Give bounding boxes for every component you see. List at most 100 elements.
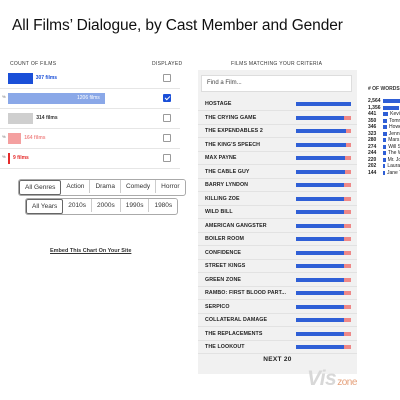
genre-option[interactable]: All Genres bbox=[19, 180, 62, 195]
male-portion bbox=[296, 277, 345, 282]
film-row[interactable]: SERPICO bbox=[198, 300, 357, 314]
next-20-button[interactable]: NEXT 20 bbox=[263, 356, 292, 363]
displayed-checkbox[interactable] bbox=[163, 114, 171, 122]
year-option[interactable]: 2010s bbox=[63, 199, 93, 212]
film-count-label: 164 films bbox=[24, 135, 46, 141]
film-count-bar[interactable] bbox=[8, 93, 105, 104]
cast-member-name: Mr. Jon bbox=[387, 156, 400, 163]
displayed-checkbox[interactable] bbox=[163, 154, 171, 162]
word-count: 2,564 bbox=[368, 98, 381, 104]
gender-split-bar bbox=[296, 345, 351, 349]
female-portion bbox=[344, 331, 351, 336]
words-row[interactable]: 2,564 bbox=[366, 98, 400, 105]
female-portion bbox=[344, 277, 351, 282]
words-row[interactable]: 323 Jennife bbox=[366, 131, 400, 138]
gender-split-bar bbox=[296, 277, 351, 282]
gender-split-bar bbox=[296, 237, 351, 241]
film-count-bar[interactable] bbox=[8, 153, 10, 164]
film-row[interactable]: CONFIDENCE bbox=[198, 246, 357, 260]
film-count-bar[interactable] bbox=[8, 73, 33, 84]
words-row[interactable]: 244 The W bbox=[366, 150, 400, 157]
page-title: All Films’ Dialogue, by Cast Member and … bbox=[12, 17, 343, 34]
word-count-bar bbox=[383, 125, 388, 129]
words-row[interactable]: 202 Laura bbox=[366, 163, 400, 170]
genre-option[interactable]: Horror bbox=[156, 180, 185, 193]
film-row[interactable]: WILD BILL bbox=[198, 205, 357, 219]
words-row[interactable]: 274 Will Sm bbox=[366, 144, 400, 151]
year-option[interactable]: 2000s bbox=[92, 199, 121, 212]
female-portion bbox=[344, 196, 351, 201]
film-row[interactable]: BOILER ROOM bbox=[198, 232, 357, 246]
watermark-logo: Viszone bbox=[307, 367, 357, 390]
film-row[interactable]: MAX PAYNE bbox=[198, 151, 357, 165]
cast-member-name: Jennife bbox=[388, 130, 400, 137]
displayed-checkbox[interactable] bbox=[163, 134, 171, 142]
words-row[interactable]: 1,356Des bbox=[366, 105, 400, 112]
genre-option[interactable]: Comedy bbox=[120, 180, 157, 193]
film-count-bar[interactable] bbox=[8, 113, 34, 124]
film-row[interactable]: BARRY LYNDON bbox=[198, 178, 357, 192]
words-row[interactable]: 144 Jane T bbox=[366, 170, 400, 177]
film-name: STREET KINGS bbox=[205, 263, 246, 269]
female-portion bbox=[344, 169, 351, 174]
female-portion bbox=[344, 115, 351, 120]
embed-chart-link[interactable]: Embed This Chart On Your Site bbox=[50, 248, 132, 254]
word-count-bar bbox=[383, 151, 386, 155]
film-row[interactable]: THE CRYING GAME bbox=[198, 111, 357, 125]
film-row[interactable]: STREET KINGS bbox=[198, 259, 357, 273]
genre-option[interactable]: Drama bbox=[90, 180, 121, 193]
word-count: 220 bbox=[368, 156, 377, 163]
gender-split-bar bbox=[296, 264, 351, 268]
male-portion bbox=[296, 129, 346, 133]
male-portion bbox=[296, 169, 345, 174]
film-row[interactable]: AMERICAN GANGSTER bbox=[198, 219, 357, 233]
male-portion bbox=[296, 304, 345, 309]
gender-split-bar bbox=[296, 318, 351, 322]
gender-split-bar bbox=[296, 210, 351, 214]
year-option[interactable]: 1990s bbox=[120, 199, 150, 212]
words-row[interactable]: 350 Tommy bbox=[366, 118, 400, 125]
film-count-bar[interactable] bbox=[8, 133, 22, 144]
male-portion bbox=[296, 250, 345, 255]
genre-option[interactable]: Action bbox=[61, 180, 91, 193]
film-search-input[interactable]: Find a Film... bbox=[201, 75, 352, 92]
word-count: 244 bbox=[368, 150, 377, 156]
film-row[interactable]: RAMBO: FIRST BLOOD PART... bbox=[198, 286, 357, 300]
film-row[interactable]: GREEN ZONE bbox=[198, 273, 357, 287]
count-of-films-header: COUNT OF FILMS bbox=[10, 61, 57, 67]
year-option[interactable]: 1980s bbox=[149, 199, 178, 212]
female-portion bbox=[344, 291, 351, 295]
film-count-label: 1206 films bbox=[77, 95, 100, 101]
words-row[interactable]: 280 Mars H bbox=[366, 137, 400, 144]
film-row[interactable]: THE CABLE GUY bbox=[198, 165, 357, 179]
film-row[interactable]: THE REPLACEMENTS bbox=[198, 327, 357, 341]
films-panel: Find a Film... NEXT 20 HOSTAGE THE CRYING… bbox=[198, 70, 357, 374]
film-row[interactable]: HOSTAGE bbox=[198, 97, 357, 111]
cast-member-name: Howel bbox=[389, 124, 400, 130]
film-row[interactable]: THE LOOKOUT bbox=[198, 340, 357, 354]
words-row[interactable]: 220 Mr. Jon bbox=[366, 157, 400, 164]
year-option[interactable]: All Years bbox=[26, 199, 64, 214]
film-name: WILD BILL bbox=[205, 209, 233, 215]
displayed-checkbox[interactable] bbox=[163, 94, 171, 102]
word-count-bar bbox=[383, 99, 400, 103]
female-portion bbox=[344, 250, 351, 255]
film-row[interactable]: THE KING'S SPEECH bbox=[198, 138, 357, 152]
film-name: SERPICO bbox=[205, 303, 230, 310]
female-portion bbox=[345, 142, 351, 147]
film-row[interactable]: THE EXPENDABLES 2 bbox=[198, 124, 357, 138]
row-stub-text: % bbox=[2, 94, 6, 99]
cast-member-name: Laura bbox=[387, 163, 400, 169]
films-count-chart: 307 films% 1206 films 314 films% 164 films%… bbox=[0, 68, 180, 173]
displayed-checkbox[interactable] bbox=[163, 74, 171, 82]
film-row[interactable]: COLLATERAL DAMAGE bbox=[198, 313, 357, 327]
words-row[interactable]: 441 Kevin bbox=[366, 111, 400, 118]
row-stub-text: % bbox=[2, 154, 6, 159]
words-row[interactable]: 346 Howel bbox=[366, 124, 400, 131]
film-name: THE CRYING GAME bbox=[205, 114, 257, 121]
film-count-row: % 9 films bbox=[0, 149, 180, 169]
gender-split-bar bbox=[296, 115, 351, 120]
film-count-row: % 1206 films bbox=[0, 89, 180, 109]
word-count-bar bbox=[383, 170, 385, 175]
film-row[interactable]: KILLING ZOE bbox=[198, 192, 357, 206]
